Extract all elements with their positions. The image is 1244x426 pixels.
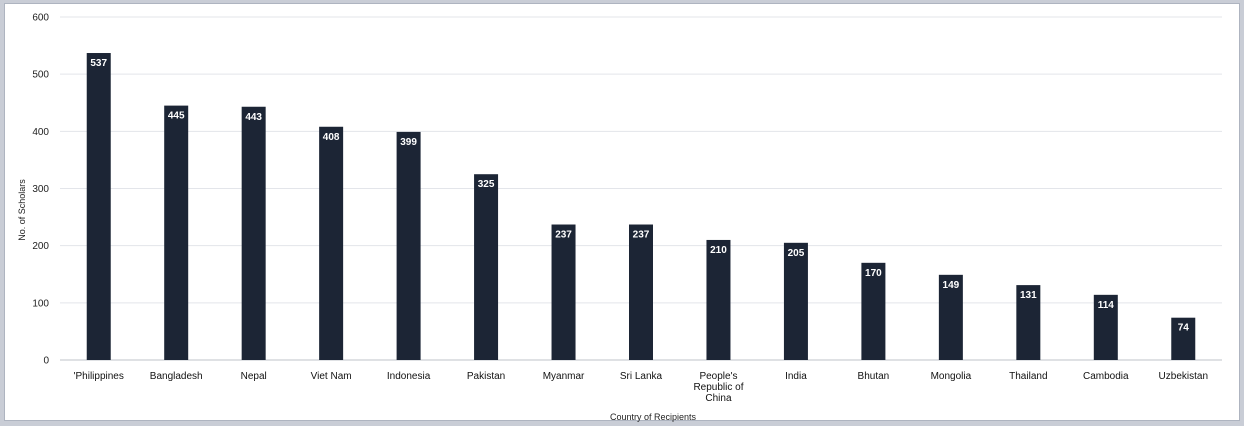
- y-tick-label: 0: [43, 356, 49, 367]
- x-axis-categories: 'Philippines Bangladesh Nepal Viet Nam Indon…: [74, 371, 1208, 404]
- x-tick-label: Cambodia: [1083, 371, 1129, 382]
- bar: [783, 242, 808, 360]
- data-label: 443: [245, 112, 262, 123]
- bar: [1016, 285, 1041, 360]
- y-tick-label: 500: [32, 70, 49, 81]
- bar: [629, 224, 653, 360]
- x-tick-label: Pakistan: [467, 371, 505, 382]
- bar: [1093, 294, 1118, 360]
- data-label: 205: [788, 248, 805, 259]
- x-tick-label: Bangladesh: [150, 371, 203, 382]
- y-tick-label: 200: [32, 241, 49, 252]
- data-label: 237: [555, 230, 572, 241]
- bar: [474, 174, 499, 360]
- data-labels: 537 445 443 408 399 325 237 237 210 205 170 149 131 1…: [90, 58, 1189, 334]
- y-tick-label: 100: [32, 298, 49, 309]
- bar: [164, 105, 189, 360]
- y-tick-label: 600: [32, 13, 49, 24]
- y-tick-label: 300: [32, 184, 49, 195]
- data-label: 325: [478, 179, 495, 190]
- bar: [241, 106, 266, 360]
- data-label: 114: [1098, 300, 1115, 311]
- y-tick-label: 400: [32, 127, 49, 138]
- data-label: 399: [400, 137, 417, 148]
- x-tick-label: Uzbekistan: [1159, 371, 1208, 382]
- data-label: 237: [633, 230, 650, 241]
- x-tick-label: India: [785, 371, 807, 382]
- bar: [706, 239, 731, 360]
- x-axis-label: Country of Recipients: [610, 412, 697, 422]
- data-label: 74: [1178, 323, 1190, 334]
- x-tick-label: Nepal: [241, 371, 267, 382]
- x-tick-label: Sri Lanka: [620, 371, 663, 382]
- bar: [396, 131, 421, 360]
- bar: [861, 262, 886, 360]
- data-label: 210: [710, 245, 727, 256]
- x-tick-label: Indonesia: [387, 371, 431, 382]
- y-axis-ticks: 0 100 200 300 400 500 600: [32, 13, 49, 367]
- data-label: 131: [1020, 290, 1037, 301]
- data-label: 445: [168, 111, 185, 122]
- data-label: 408: [323, 132, 340, 143]
- bar: [1171, 317, 1196, 360]
- x-tick-label: 'Philippines: [74, 371, 124, 382]
- y-axis-label: No. of Scholars: [17, 179, 27, 241]
- data-label: 537: [90, 58, 107, 69]
- bar: [86, 53, 111, 360]
- data-label: 149: [943, 280, 960, 291]
- x-tick-label: Viet Nam: [311, 371, 352, 382]
- x-tick-label: People's Republic of China: [693, 371, 743, 404]
- data-label: 170: [865, 268, 882, 279]
- bar: [551, 224, 576, 360]
- bars: [86, 53, 1196, 360]
- x-tick-label: Thailand: [1009, 371, 1047, 382]
- x-tick-label: Mongolia: [931, 371, 972, 382]
- bar: [938, 274, 963, 360]
- bar: [319, 126, 344, 360]
- x-tick-label: Bhutan: [858, 371, 890, 382]
- x-tick-label: Myanmar: [543, 371, 585, 382]
